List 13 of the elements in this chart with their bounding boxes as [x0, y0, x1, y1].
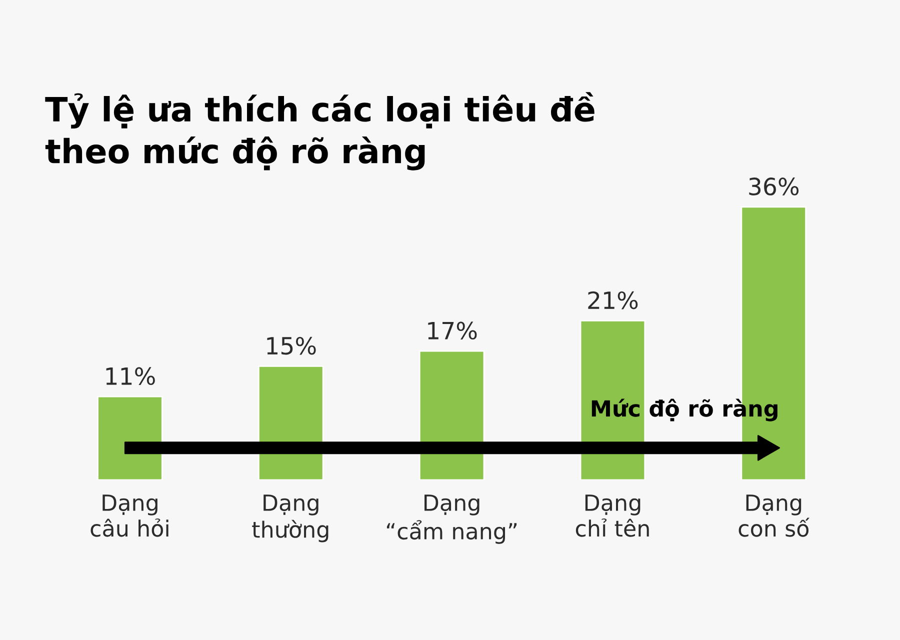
data-label: 36%	[749, 178, 799, 196]
data-label: 15%	[267, 336, 316, 355]
bar	[97, 396, 163, 480]
bar	[418, 350, 485, 480]
x-tick-label: Dạng “cẩm nang”	[386, 494, 517, 544]
data-label: 17%	[428, 322, 477, 340]
x-tick-label: Dạng thường	[252, 494, 328, 542]
data-label: 21%	[588, 291, 638, 310]
x-tick-label: Dạng con số	[738, 494, 810, 537]
chart-title: Tỷ lệ ưa thích các loại tiêu đề theo mức độ rõ ràng	[45, 92, 594, 170]
x-tick-label: Dạng câu hỏi	[90, 494, 168, 537]
data-label: 11%	[106, 367, 155, 386]
x-tick-label: Dạng chỉ tên	[576, 494, 649, 537]
